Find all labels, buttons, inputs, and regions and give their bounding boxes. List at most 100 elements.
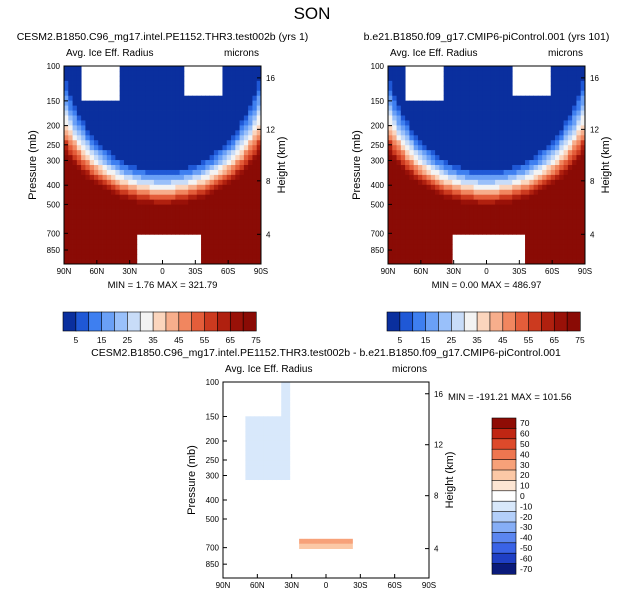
heatmap-cell [422,100,427,106]
heatmap-cell [72,239,78,245]
heatmap-cell [430,214,436,220]
heatmap-cell [490,70,496,77]
heatmap-cell [303,386,309,393]
heatmap-cell [223,514,228,520]
heatmap-cell [162,184,168,191]
heatmap-cell [166,110,172,116]
heatmap-cell [411,558,416,564]
heatmap-cell [352,416,358,422]
heatmap-cell [430,254,436,260]
heatmap-cell [98,224,103,230]
heatmap-cell [413,165,419,171]
heatmap-cell [550,239,556,245]
heatmap-cell [361,529,367,535]
heatmap-cell [370,533,376,540]
heatmap-cell [111,239,116,245]
heatmap-cell [397,470,403,476]
heatmap-cell [158,184,163,191]
heatmap-cell [123,219,129,225]
heatmap-cell [321,480,327,486]
heatmap-cell [490,224,496,230]
heatmap-cell [248,189,253,196]
heatmap-cell [379,538,385,545]
heatmap-cell [503,229,509,235]
heatmap-cell [477,100,483,106]
heatmap-cell [222,189,228,196]
heatmap-cell [196,224,202,230]
heatmap-cell [352,445,358,451]
heatmap-cell [183,189,189,196]
heatmap-cell [226,169,232,176]
heatmap-cell [317,396,322,402]
heatmap-cell [263,489,269,496]
heatmap-cell [447,219,453,225]
heatmap-cell [243,259,249,265]
heatmap-cell [420,558,425,564]
heatmap-cell [249,548,255,554]
heatmap-cell [290,401,296,407]
heatmap-cell [98,125,103,131]
heatmap-cell [166,214,172,220]
heatmap-cell [223,509,228,515]
heatmap-cell [486,165,492,171]
heatmap-cell [563,105,569,111]
heatmap-cell [281,553,287,559]
heatmap-cell [477,145,483,151]
heatmap-cell [409,145,415,151]
heatmap-cell [477,160,483,166]
heatmap-cell [256,80,262,87]
heatmap-cell [149,224,155,230]
heatmap-cell [98,219,103,225]
heatmap-cell [533,174,539,181]
heatmap-cell [290,524,296,530]
heatmap-cell [357,480,363,486]
heatmap-cell [267,553,273,559]
heatmap-cell [339,475,345,481]
heatmap-cell [179,179,185,186]
heatmap-cell [179,169,185,176]
heatmap-cell [469,179,475,186]
heatmap-cell [281,529,287,535]
heatmap-cell [460,209,466,215]
heatmap-cell [158,155,163,161]
heatmap-cell [465,110,470,116]
heatmap-cell [213,145,219,151]
heatmap-cell [563,239,569,245]
heatmap-cell [308,519,313,525]
heatmap-cell [426,234,432,240]
heatmap-cell [93,259,99,265]
heatmap-cell [473,194,479,201]
heatmap-cell [249,455,255,461]
heatmap-cell [85,155,91,161]
heatmap-cell [89,145,95,151]
heatmap-cell [477,70,483,77]
heatmap-cell [267,480,273,486]
heatmap-cell [525,194,530,201]
heatmap-cell [171,135,176,141]
heatmap-cell [267,543,273,549]
heatmap-cell [503,179,509,186]
heatmap-cell [149,115,155,121]
heatmap-cell [290,499,296,505]
heatmap-cell [201,150,206,156]
heatmap-cell [348,435,354,442]
heatmap-cell [542,140,547,146]
heatmap-cell [231,396,237,402]
heatmap-cell [240,489,246,496]
heatmap-cell [439,234,445,240]
heatmap-cell [393,460,399,466]
heatmap-cell [128,259,133,265]
heatmap-cell [409,214,415,220]
heatmap-cell [183,229,189,235]
heatmap-cell [469,85,475,92]
heatmap-cell [231,514,237,520]
heatmap-cell [411,568,416,574]
heatmap-cell [68,259,73,265]
heatmap-cell [572,199,577,205]
heatmap-cell [370,431,376,437]
heatmap-cell [426,189,432,196]
heatmap-cell [326,475,331,481]
heatmap-cell [567,150,573,156]
heatmap-cell [576,135,582,141]
heatmap-cell [424,538,430,545]
